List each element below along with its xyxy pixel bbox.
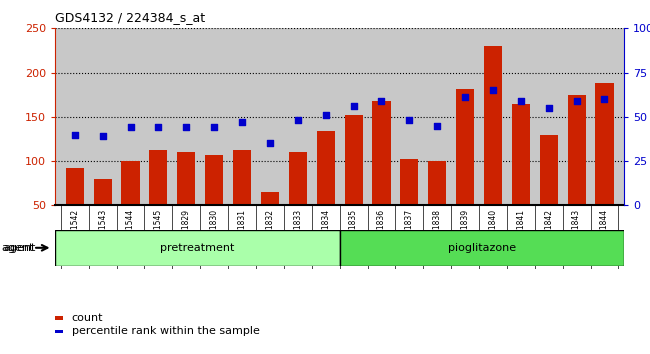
Text: GSM201842: GSM201842 — [544, 209, 553, 255]
Text: GSM201837: GSM201837 — [405, 209, 414, 255]
Bar — [233, 150, 251, 205]
Text: GSM201833: GSM201833 — [293, 209, 302, 255]
Text: GSM201838: GSM201838 — [433, 209, 442, 255]
Bar — [66, 168, 84, 205]
Text: GSM201841: GSM201841 — [516, 209, 525, 255]
Point — [181, 125, 192, 130]
Text: GSM201836: GSM201836 — [377, 209, 386, 255]
Bar — [372, 101, 391, 205]
Point — [292, 118, 303, 123]
Point — [515, 98, 526, 104]
Bar — [484, 46, 502, 205]
Point — [376, 98, 387, 104]
Text: GSM201545: GSM201545 — [154, 209, 163, 255]
Point — [432, 123, 443, 129]
Text: GSM201830: GSM201830 — [210, 209, 218, 255]
Bar — [289, 152, 307, 205]
Text: GSM201543: GSM201543 — [98, 209, 107, 255]
Point — [404, 118, 415, 123]
Text: GSM201835: GSM201835 — [349, 209, 358, 255]
Bar — [205, 155, 223, 205]
Text: GSM201844: GSM201844 — [600, 209, 609, 255]
Point — [70, 132, 80, 137]
Point — [265, 141, 275, 146]
Text: agent: agent — [1, 243, 34, 253]
Text: GSM201544: GSM201544 — [126, 209, 135, 255]
Point — [237, 119, 247, 125]
Point — [209, 125, 219, 130]
Point — [348, 103, 359, 109]
Text: GDS4132 / 224384_s_at: GDS4132 / 224384_s_at — [55, 11, 205, 24]
Bar — [261, 192, 279, 205]
Bar — [567, 95, 586, 205]
Text: count: count — [72, 313, 103, 323]
Point — [460, 95, 471, 100]
Point — [488, 87, 498, 93]
FancyBboxPatch shape — [339, 230, 624, 266]
Bar — [150, 150, 168, 205]
Bar — [400, 159, 419, 205]
Bar — [122, 161, 140, 205]
Text: GSM201832: GSM201832 — [265, 209, 274, 255]
Text: GSM201843: GSM201843 — [572, 209, 581, 255]
Bar — [344, 115, 363, 205]
Text: GSM201542: GSM201542 — [70, 209, 79, 255]
Point — [571, 98, 582, 104]
Bar — [177, 152, 196, 205]
Text: GSM201840: GSM201840 — [488, 209, 497, 255]
Bar — [540, 135, 558, 205]
Text: pretreatment: pretreatment — [161, 243, 235, 253]
Text: GSM201834: GSM201834 — [321, 209, 330, 255]
Bar — [595, 83, 614, 205]
Bar — [94, 179, 112, 205]
Point — [320, 112, 331, 118]
Text: percentile rank within the sample: percentile rank within the sample — [72, 326, 259, 336]
Bar — [512, 104, 530, 205]
Bar — [428, 161, 447, 205]
Bar — [456, 88, 474, 205]
Point — [543, 105, 554, 111]
Point — [98, 133, 108, 139]
Text: pioglitazone: pioglitazone — [448, 243, 516, 253]
Point — [125, 125, 136, 130]
Text: GSM201831: GSM201831 — [237, 209, 246, 255]
Text: GSM201839: GSM201839 — [461, 209, 469, 255]
FancyBboxPatch shape — [55, 230, 339, 266]
Point — [599, 96, 610, 102]
Text: agent: agent — [3, 243, 36, 253]
Text: GSM201829: GSM201829 — [182, 209, 191, 255]
Bar — [317, 131, 335, 205]
Point — [153, 125, 164, 130]
